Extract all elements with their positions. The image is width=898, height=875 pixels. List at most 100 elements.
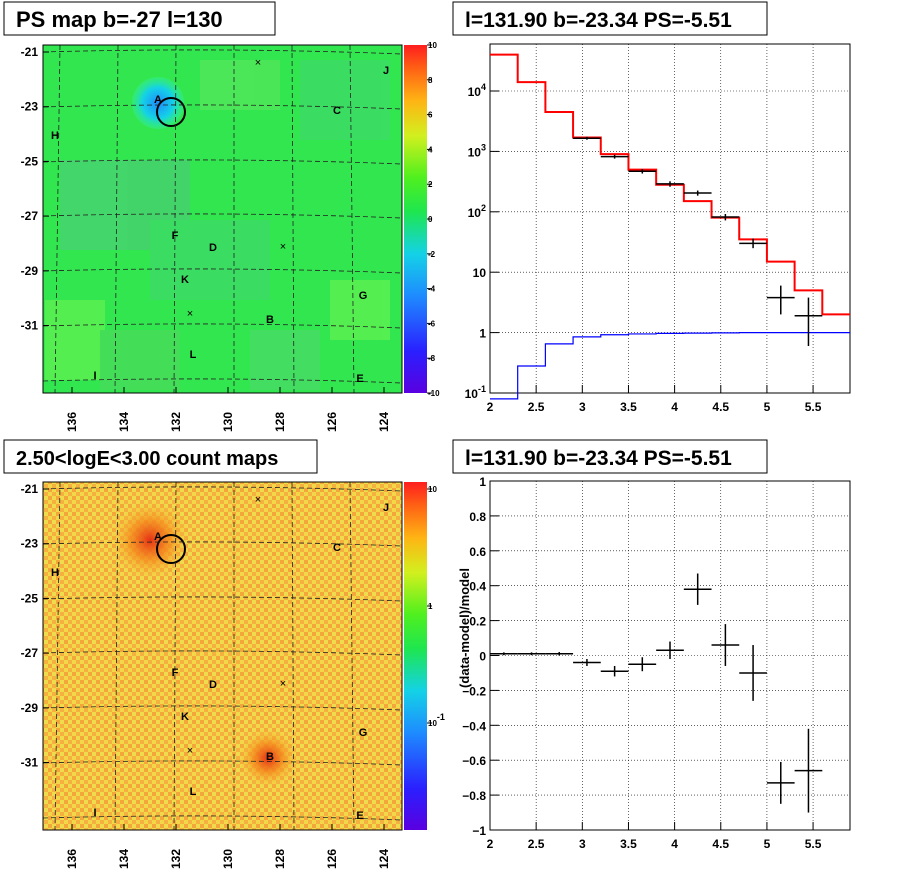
ps-map-title: PS map b=-27 l=130 <box>16 7 223 32</box>
ps-map-y-axis: -21 -23 -25 -27 -29 -31 <box>21 45 49 333</box>
ps-map-colorbar <box>404 45 427 393</box>
ps-map-source-labels: J C H F D K G B L I E A × × × <box>51 57 389 385</box>
colorbar-tick-label: 10 <box>428 41 437 50</box>
map-x-tick-label: 136 <box>65 412 79 432</box>
count-map-panel: 2.50<logE<3.00 count maps -21-23-25-27-2… <box>3 439 445 869</box>
source-label-k: K <box>181 711 189 723</box>
source-label-k: K <box>181 274 189 286</box>
residual-x-tick-label: 2 <box>487 837 494 851</box>
source-cross-marker: × <box>255 57 261 69</box>
residual-marks <box>490 573 823 813</box>
source-label-j: J <box>383 502 389 514</box>
colorbar-tick-label: 6 <box>428 111 433 120</box>
spectrum-y-tick-label: 1 <box>479 327 486 341</box>
source-label-j: J <box>383 65 389 77</box>
colorbar-tick-label: 1 <box>428 602 433 611</box>
spectrum-title-box <box>452 1 768 36</box>
count-map-title-box <box>3 439 318 474</box>
map-y-tick-label: -23 <box>21 100 39 114</box>
colorbar-tick-label: 4 <box>428 145 433 154</box>
spectrum-x-tick-label: 3.5 <box>620 400 637 414</box>
ps-map-title-box <box>3 1 276 36</box>
residual-grid <box>489 480 850 831</box>
map-x-tick-label: 130 <box>221 412 235 432</box>
residual-title: l=131.90 b=-23.34 PS=-5.51 <box>465 447 732 470</box>
source-label-i: I <box>93 807 96 819</box>
residual-y-tick-label: −1 <box>472 824 486 838</box>
ps-map-source-circle <box>156 97 186 127</box>
map-y-tick-label: -27 <box>21 646 39 660</box>
ps-map-texture <box>45 60 390 390</box>
map-y-tick-label: -25 <box>21 154 39 168</box>
map-x-tick-label: 132 <box>169 849 183 869</box>
map-x-tick-label: 126 <box>325 412 339 432</box>
residual-y-tick-label: 1 <box>479 475 486 489</box>
source-cross-marker: × <box>187 745 193 757</box>
residual-y-tick-label: −0.2 <box>462 684 486 698</box>
ps-map-x-axis: 136 134 132 130 128 126 124 <box>65 387 391 432</box>
spectrum-x-tick-label: 4.5 <box>712 400 729 414</box>
source-cross-marker: × <box>280 241 286 253</box>
map-x-tick-label: 126 <box>325 849 339 869</box>
source-label-i: I <box>93 370 96 382</box>
residual-y-tick-label: 0.6 <box>469 545 486 559</box>
map-y-tick-label: -25 <box>21 591 39 605</box>
residual-y-tick-label: −0.6 <box>462 754 486 768</box>
count-map-source-labels: J C H F D K G B L I E A × × × <box>51 494 389 822</box>
spectrum-y-tick-label: 10-1 <box>465 384 486 401</box>
source-label-l: L <box>190 349 197 361</box>
residual-panel: l=131.90 b=-23.34 PS=-5.51 2 2.5 3 3.5 4 4.5 5… <box>452 439 851 851</box>
map-x-tick-label: 128 <box>273 412 287 432</box>
source-label-a: A <box>154 94 162 106</box>
colorbar-tick-label: -4 <box>428 285 436 294</box>
count-map-source-circle <box>156 534 186 564</box>
count-map-grid <box>42 481 403 831</box>
count-map-title: 2.50<logE<3.00 count maps <box>16 448 278 470</box>
colorbar-tick-label: 8 <box>428 76 433 85</box>
source-label-c: C <box>333 542 341 554</box>
spectrum-x-tick-label: 2.5 <box>528 400 545 414</box>
count-map-hotspot-a <box>110 500 190 580</box>
count-map-colorbar-axis: 10 1 10-1 <box>427 485 445 728</box>
colorbar-tick-label: 0 <box>428 215 433 224</box>
source-cross-marker: × <box>187 308 193 320</box>
count-map-image <box>43 482 402 830</box>
residual-x-tick-label: 4 <box>671 837 678 851</box>
map-x-tick-label: 124 <box>377 412 391 432</box>
residual-x-tick-label: 3 <box>579 837 586 851</box>
source-label-g: G <box>359 727 368 739</box>
residual-x-tick-label: 5.5 <box>805 837 822 851</box>
colorbar-tick-label: -2 <box>428 250 436 259</box>
spectrum-source-model-line <box>490 332 850 400</box>
source-label-h: H <box>51 567 59 579</box>
colorbar-tick-label: -10 <box>428 389 440 398</box>
spectrum-plot-area <box>489 43 851 394</box>
spectrum-title: l=131.90 b=-23.34 PS=-5.51 <box>465 9 732 32</box>
colorbar-tick-label: 10-1 <box>428 712 445 728</box>
count-map-frame <box>42 481 403 831</box>
map-y-tick-label: -21 <box>21 482 39 496</box>
residual-y-label: (data-model)/model <box>457 568 472 688</box>
map-y-tick-label: -27 <box>21 209 39 223</box>
spectrum-y-tick-label: 104 <box>468 82 486 99</box>
ps-map-panel: PS map b=-27 l=130 <box>3 1 440 432</box>
residual-y-tick-label: −0.4 <box>462 719 486 733</box>
ps-map-frame <box>42 44 403 394</box>
residual-axes: 2 2.5 3 3.5 4 4.5 5 5.5 1 0.8 0.6 0.4 0.2 0 −0.2 −0.4 −0… <box>462 475 821 851</box>
map-x-tick-label: 136 <box>65 849 79 869</box>
residual-y-tick-label: 0 <box>479 650 486 664</box>
source-label-b: B <box>266 751 274 763</box>
spectrum-y-tick-label: 102 <box>468 203 486 220</box>
source-label-f: F <box>172 667 179 679</box>
map-x-tick-label: 128 <box>273 849 287 869</box>
spectrum-x-tick-label: 5.5 <box>805 400 822 414</box>
ps-map-colorbar-axis: 10 8 6 4 2 0 -2 -4 -6 -8 -10 <box>427 41 440 398</box>
source-label-a: A <box>154 531 162 543</box>
source-label-g: G <box>359 290 368 302</box>
residual-x-tick-label: 2.5 <box>528 837 545 851</box>
source-cross-marker: × <box>255 494 261 506</box>
colorbar-tick-label: -6 <box>428 319 436 328</box>
map-y-tick-label: -29 <box>21 264 39 278</box>
source-label-f: F <box>172 230 179 242</box>
residual-title-box <box>452 439 768 474</box>
